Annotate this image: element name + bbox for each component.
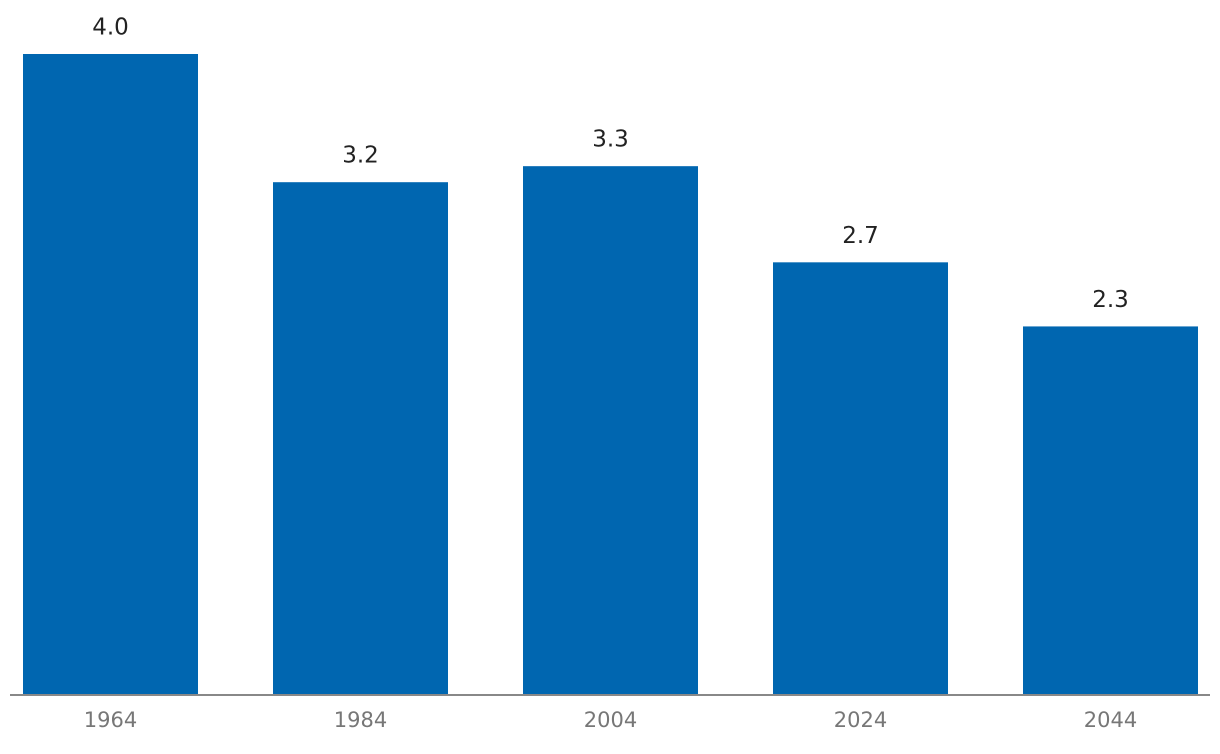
- bar: [523, 166, 698, 696]
- bar: [23, 54, 198, 695]
- value-label: 4.0: [92, 15, 129, 41]
- bar: [773, 262, 948, 695]
- value-label: 3.3: [592, 127, 629, 153]
- value-label: 3.2: [342, 143, 379, 169]
- x-tick-label: 2024: [834, 708, 887, 732]
- bar: [1023, 326, 1198, 695]
- x-tick-label: 2044: [1084, 708, 1137, 732]
- x-tick-label: 1964: [84, 708, 137, 732]
- x-tick-label: 1984: [334, 708, 387, 732]
- bar: [273, 182, 448, 695]
- value-label: 2.7: [842, 223, 879, 249]
- value-label: 2.3: [1092, 287, 1129, 313]
- x-tick-label: 2004: [584, 708, 637, 732]
